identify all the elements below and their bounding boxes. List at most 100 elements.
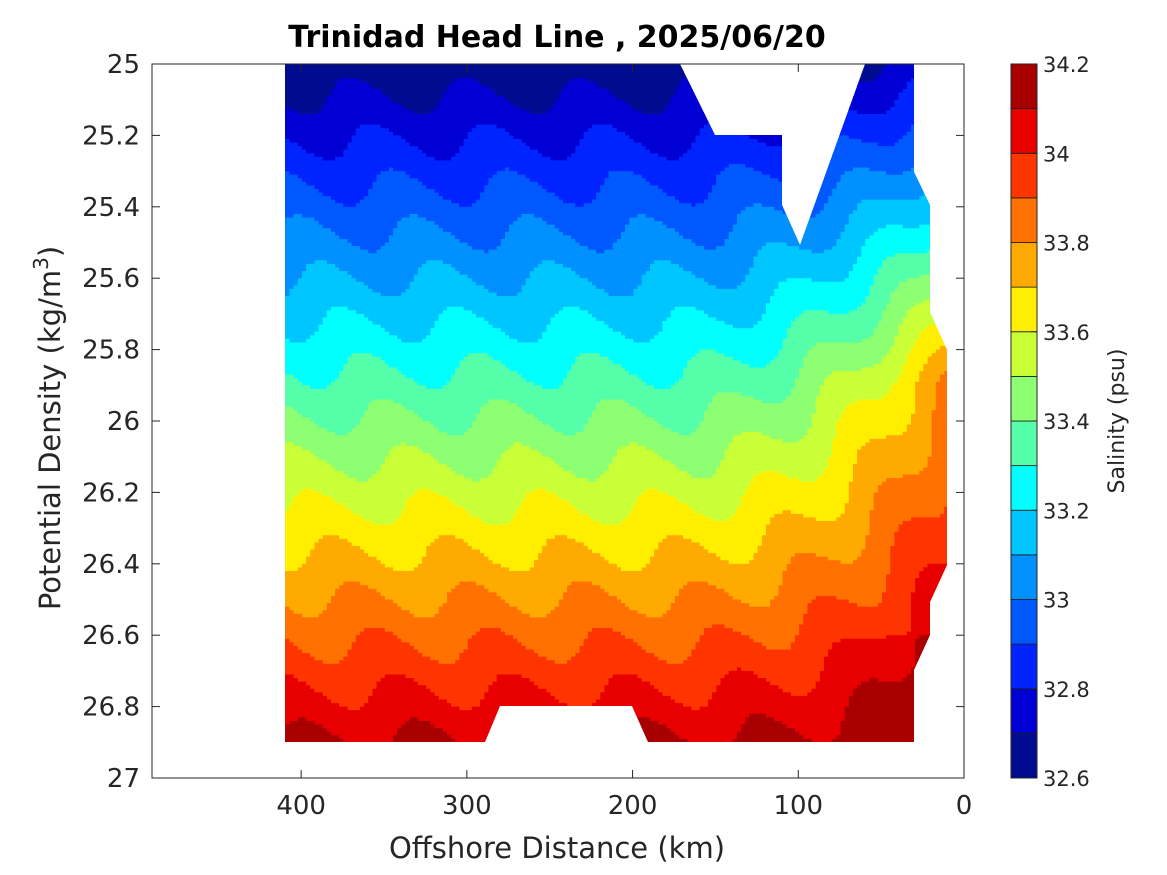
salinity-cell [330, 738, 336, 742]
salinity-cell [368, 253, 373, 258]
salinity-cell [351, 192, 357, 197]
salinity-cell [335, 478, 340, 483]
salinity-cell [322, 296, 328, 301]
salinity-cell [322, 113, 328, 119]
salinity-cell [339, 724, 344, 729]
salinity-cell [310, 578, 315, 583]
salinity-cell [339, 570, 344, 576]
salinity-cell [301, 81, 307, 87]
salinity-cell [297, 403, 303, 408]
salinity-cell [318, 735, 324, 740]
salinity-cell [339, 667, 344, 672]
salinity-cell [355, 670, 361, 676]
salinity-cell [285, 356, 291, 361]
salinity-cell [364, 388, 369, 394]
salinity-cell [314, 545, 320, 551]
salinity-cell [372, 124, 378, 129]
salinity-cell [293, 385, 299, 390]
salinity-cell [301, 88, 307, 94]
salinity-cell [368, 285, 373, 290]
salinity-cell [347, 64, 353, 69]
salinity-cell [306, 628, 311, 633]
salinity-cell [326, 113, 332, 119]
salinity-cell [301, 360, 307, 365]
salinity-cell [318, 167, 324, 172]
salinity-cell [351, 499, 357, 504]
salinity-cell [330, 296, 336, 301]
salinity-cell [318, 453, 324, 458]
salinity-cell [293, 570, 299, 576]
salinity-cell [335, 121, 340, 126]
salinity-cell [330, 699, 336, 704]
salinity-cell [326, 463, 332, 469]
salinity-cell [293, 67, 299, 72]
salinity-cell [285, 638, 291, 643]
salinity-cell [301, 638, 307, 643]
salinity-cell [306, 738, 311, 742]
salinity-cell [285, 256, 291, 261]
salinity-cell [355, 624, 361, 629]
salinity-cell [372, 135, 378, 140]
salinity-cell [301, 149, 307, 154]
salinity-cell [368, 321, 373, 326]
salinity-cell [306, 635, 311, 640]
salinity-cell [368, 570, 373, 576]
salinity-cell [326, 88, 332, 94]
salinity-cell [368, 88, 373, 94]
salinity-cell [359, 324, 365, 329]
salinity-cell [322, 556, 328, 561]
salinity-cell [359, 624, 365, 629]
salinity-cell [343, 606, 349, 611]
salinity-cell [326, 117, 332, 122]
salinity-cell [372, 635, 378, 640]
salinity-cell [322, 713, 328, 718]
salinity-cell [351, 488, 357, 493]
salinity-cell [330, 149, 336, 154]
salinity-cell [326, 531, 332, 536]
salinity-cell [310, 649, 315, 654]
salinity-cell [351, 203, 357, 208]
salinity-cell [326, 495, 332, 501]
salinity-cell [372, 638, 378, 643]
salinity-cell [339, 381, 344, 386]
salinity-cell [335, 399, 340, 404]
salinity-cell [330, 146, 336, 151]
salinity-cell [355, 181, 361, 186]
salinity-cell [289, 517, 295, 522]
salinity-cell [343, 263, 349, 269]
salinity-cell [380, 703, 386, 708]
salinity-cell [335, 670, 340, 676]
salinity-cell [376, 503, 382, 508]
salinity-cell [347, 281, 353, 286]
salinity-cell [285, 142, 291, 147]
salinity-cell [364, 488, 369, 493]
salinity-cell [335, 578, 340, 583]
salinity-cell [314, 210, 320, 215]
salinity-cell [285, 706, 291, 711]
salinity-cell [347, 235, 353, 240]
salinity-cell [318, 149, 324, 154]
salinity-cell [318, 624, 324, 629]
salinity-cell [335, 663, 340, 668]
salinity-cell [343, 442, 349, 447]
salinity-cell [339, 267, 344, 272]
salinity-cell [376, 660, 382, 665]
salinity-cell [314, 410, 320, 415]
salinity-cell [359, 253, 365, 258]
salinity-cell [310, 99, 315, 104]
salinity-cell [343, 413, 349, 419]
salinity-cell [359, 406, 365, 411]
salinity-cell [376, 110, 382, 115]
salinity-cell [347, 85, 353, 90]
salinity-cell [343, 495, 349, 501]
salinity-cell [326, 570, 332, 576]
salinity-cell [347, 638, 353, 643]
salinity-cell [314, 413, 320, 419]
salinity-cell [330, 71, 336, 76]
salinity-cell [339, 620, 344, 626]
salinity-cell [347, 149, 353, 154]
salinity-cell [380, 338, 386, 344]
salinity-cell [310, 474, 315, 479]
salinity-cell [347, 292, 353, 297]
salinity-cell [306, 321, 311, 326]
